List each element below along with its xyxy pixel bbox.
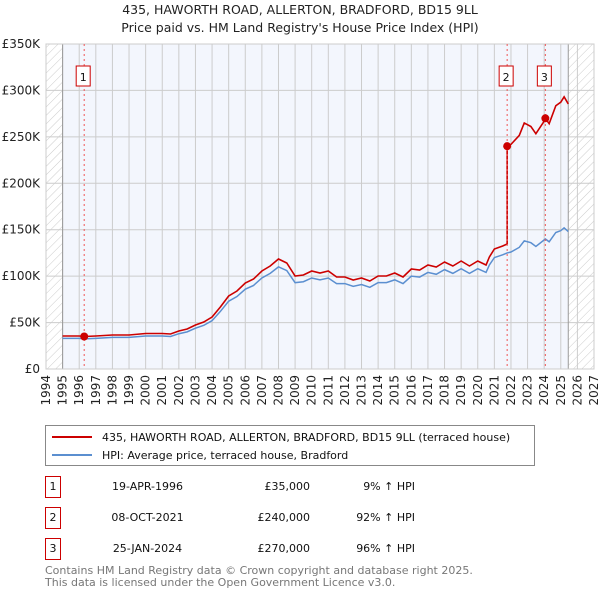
property-line-swatch bbox=[52, 436, 92, 438]
sale-label: 3 bbox=[541, 71, 548, 84]
x-tick-label: 2017 bbox=[421, 375, 435, 406]
x-tick-label: 2025 bbox=[554, 375, 568, 406]
sale-label: 1 bbox=[80, 71, 87, 84]
x-tick-label: 2020 bbox=[471, 375, 485, 406]
price-chart: 1994 1995 1996 1997 1998 1999 2000 2001 2002 2003… bbox=[2, 37, 600, 406]
x-tick-label: 2002 bbox=[172, 375, 186, 406]
x-tick-label: 2006 bbox=[238, 375, 252, 406]
x-tick-label: 1999 bbox=[122, 375, 136, 406]
sale-price: £270,000 bbox=[257, 542, 311, 555]
x-tick-label: 2000 bbox=[139, 375, 153, 406]
y-tick-label: £0 bbox=[25, 362, 40, 376]
y-tick-label: £300K bbox=[2, 83, 42, 97]
sale-date: 25-JAN-2024 bbox=[112, 542, 183, 555]
hpi-difference: 92% ↑ HPI bbox=[356, 511, 415, 524]
sale-label-box bbox=[498, 65, 514, 87]
footer-line1: Contains HM Land Registry data © Crown c… bbox=[45, 564, 473, 577]
x-tick-label: 2016 bbox=[404, 375, 418, 406]
x-tick-label: 2024 bbox=[537, 375, 551, 406]
x-tick-label: 2026 bbox=[570, 375, 584, 406]
x-tick-label: 2023 bbox=[521, 375, 535, 406]
x-tick-label: 2003 bbox=[188, 375, 202, 406]
x-tick-label: 2005 bbox=[222, 375, 236, 406]
sale-number: 2 bbox=[45, 507, 61, 529]
data-period-background bbox=[62, 44, 569, 369]
y-tick-label: £150K bbox=[2, 223, 42, 237]
sale-number: 3 bbox=[45, 538, 61, 560]
x-tick-label: 2004 bbox=[205, 375, 219, 406]
x-tick-label: 2012 bbox=[338, 375, 352, 406]
sale-number: 1 bbox=[45, 476, 61, 498]
chart-subtitle: Price paid vs. HM Land Registry's House … bbox=[121, 20, 479, 35]
sale-label-box bbox=[75, 65, 91, 87]
legend-property: 435, HAWORTH ROAD, ALLERTON, BRADFORD, B… bbox=[102, 430, 511, 444]
x-tick-label: 1995 bbox=[56, 375, 70, 406]
x-tick-label: 2009 bbox=[288, 375, 302, 406]
sale-point bbox=[541, 114, 550, 123]
sale-point bbox=[80, 332, 89, 341]
plot-border bbox=[45, 43, 595, 370]
y-tick-label: £100K bbox=[2, 269, 42, 283]
y-tick-label: £200K bbox=[2, 176, 42, 190]
x-tick-label: 2019 bbox=[454, 375, 468, 406]
x-tick-label: 2021 bbox=[487, 375, 501, 406]
x-tick-label: 2011 bbox=[321, 375, 335, 406]
sale-row: 2 08-OCT-2021 £240,000 92% ↑ HPI bbox=[45, 507, 445, 529]
footer-line2: This data is licensed under the Open Gov… bbox=[45, 576, 396, 589]
x-tick-label: 2013 bbox=[355, 375, 369, 406]
x-tick-label: 2010 bbox=[305, 375, 319, 406]
sale-price: £35,000 bbox=[264, 480, 311, 493]
legend: 435, HAWORTH ROAD, ALLERTON, BRADFORD, B… bbox=[45, 425, 535, 466]
sale-row: 3 25-JAN-2024 £270,000 96% ↑ HPI bbox=[45, 538, 445, 560]
sale-point bbox=[503, 142, 512, 151]
y-tick-label: £350K bbox=[2, 37, 42, 51]
y-tick-label: £250K bbox=[2, 130, 42, 144]
sale-label-box bbox=[536, 65, 552, 87]
property-price-line bbox=[62, 95, 569, 338]
x-tick-label: 2008 bbox=[271, 375, 285, 406]
footer: Contains HM Land Registry data © Crown c… bbox=[45, 565, 473, 589]
x-tick-label: 2014 bbox=[371, 375, 385, 406]
hpi-line-swatch bbox=[52, 454, 92, 456]
sale-date: 08-OCT-2021 bbox=[111, 511, 184, 524]
x-tick-label: 1997 bbox=[89, 375, 103, 406]
hpi-difference: 96% ↑ HPI bbox=[356, 542, 415, 555]
x-tick-label: 2027 bbox=[587, 375, 600, 406]
x-tick-label: 2018 bbox=[438, 375, 452, 406]
sale-label: 2 bbox=[503, 71, 510, 84]
chart-title: 435, HAWORTH ROAD, ALLERTON, BRADFORD, B… bbox=[122, 2, 478, 17]
x-tick-label: 1996 bbox=[72, 375, 86, 406]
sale-row: 1 19-APR-1996 £35,000 9% ↑ HPI bbox=[45, 476, 445, 498]
x-tick-label: 2022 bbox=[504, 375, 518, 406]
sale-price: £240,000 bbox=[257, 511, 311, 524]
x-tick-label: 2001 bbox=[155, 375, 169, 406]
hpi-line bbox=[62, 226, 569, 340]
x-tick-label: 2015 bbox=[388, 375, 402, 406]
legend-hpi: HPI: Average price, terraced house, Brad… bbox=[102, 448, 349, 462]
sale-date: 19-APR-1996 bbox=[111, 480, 184, 493]
x-tick-label: 1998 bbox=[105, 375, 119, 406]
hpi-difference: 9% ↑ HPI bbox=[363, 480, 415, 493]
x-tick-label: 1994 bbox=[39, 375, 53, 406]
y-tick-label: £50K bbox=[9, 316, 41, 330]
x-tick-label: 2007 bbox=[255, 375, 269, 406]
